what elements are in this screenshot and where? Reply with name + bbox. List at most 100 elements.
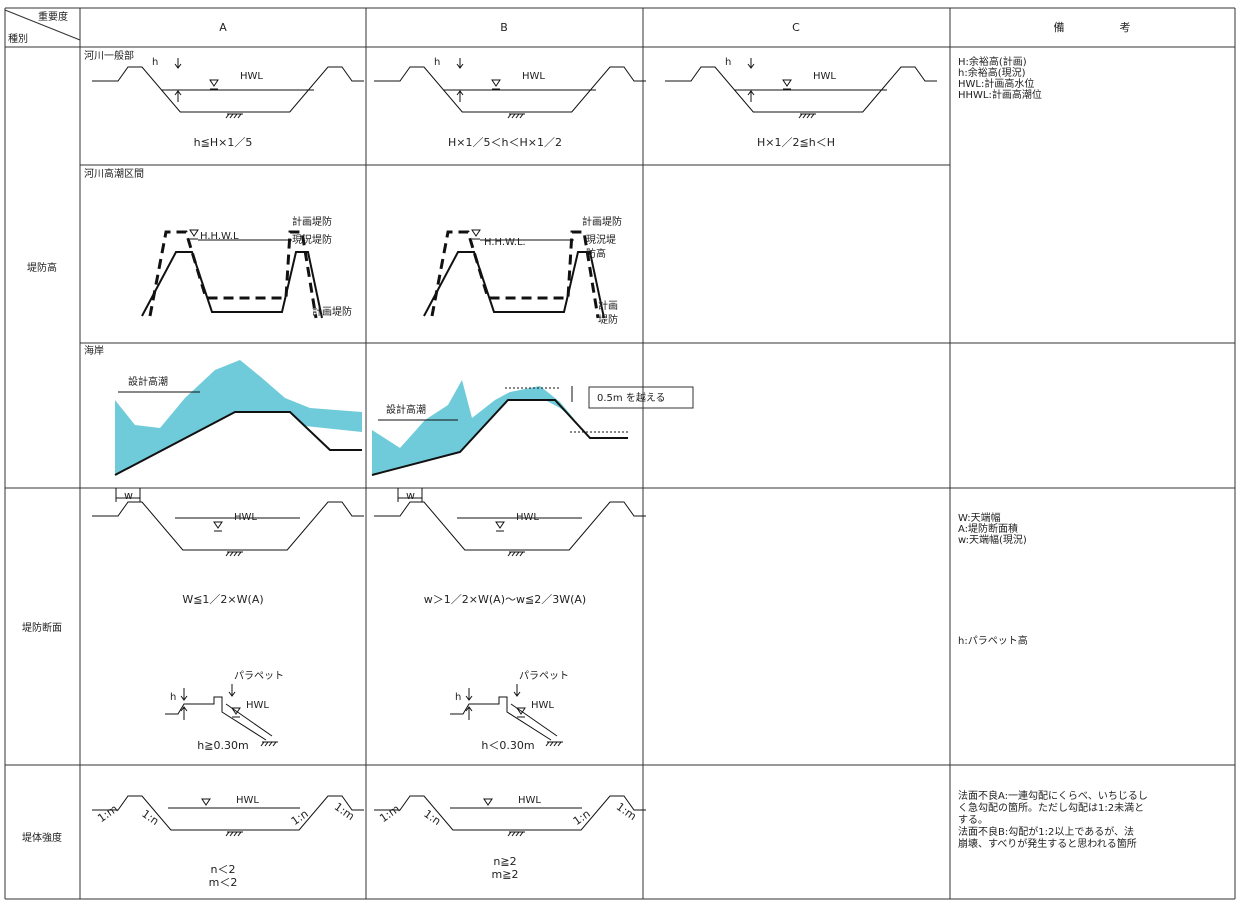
label: HWL <box>522 71 545 82</box>
label: w:天端幅(現況) <box>958 533 1027 546</box>
label: 1:m <box>614 800 639 823</box>
label: H.H.W.L. <box>484 237 526 248</box>
label: 1:n <box>289 807 311 828</box>
label: H.H.W.L <box>200 231 239 242</box>
shape <box>782 79 792 87</box>
rule <box>511 831 516 837</box>
shape <box>374 795 646 831</box>
rule <box>515 831 520 837</box>
label: 1:m <box>377 802 402 825</box>
label: 河川一般部 <box>84 49 134 62</box>
label: 法面不良B:勾配が1:2以上であるが、法 <box>958 825 1134 838</box>
shape <box>471 229 481 237</box>
label: HWL <box>240 71 263 82</box>
shape <box>456 90 464 96</box>
shape <box>228 691 236 697</box>
label: HWL <box>518 795 541 806</box>
label: 1:n <box>571 807 593 828</box>
label: 法面不良A:一連勾配にくらべ、いちじるし <box>958 789 1148 802</box>
label: 現況堤 <box>586 234 616 246</box>
shape <box>423 251 605 319</box>
label: W:天端幅 <box>958 511 1001 524</box>
label: HWL <box>234 512 257 523</box>
rule <box>233 551 238 557</box>
rule <box>802 113 807 119</box>
shape <box>456 63 464 69</box>
label: 1:m <box>332 800 357 823</box>
shape <box>465 695 473 701</box>
shape <box>189 229 199 237</box>
shape <box>372 380 575 475</box>
rule <box>233 113 238 119</box>
shape <box>225 703 273 737</box>
label: h≦H×1／5 <box>194 136 253 149</box>
rule <box>519 551 524 557</box>
shape <box>491 79 501 87</box>
rule <box>519 113 524 119</box>
rule <box>553 741 558 747</box>
shape <box>174 63 182 69</box>
rule <box>806 113 811 119</box>
label: C <box>792 21 800 34</box>
label: 崩壊、すべりが発生すると思われる箇所 <box>958 837 1137 850</box>
label: 計画堤防 <box>292 215 332 228</box>
rule <box>557 741 562 747</box>
shape <box>665 66 937 113</box>
label: HWL <box>531 700 554 711</box>
label: 1:m <box>95 802 120 825</box>
label: HWL <box>813 71 836 82</box>
rule <box>237 113 242 119</box>
rule <box>272 741 277 747</box>
rule <box>229 551 234 557</box>
rule <box>237 551 242 557</box>
label: 1:n <box>421 807 443 828</box>
label: A <box>219 21 227 34</box>
label: H×1／2≦h＜H <box>757 136 835 149</box>
label: h <box>455 692 461 703</box>
rule <box>798 113 803 119</box>
label: 防高 <box>586 247 606 260</box>
label: HHWL:計画高潮位 <box>958 88 1042 101</box>
label: w＞1／2×W(A)～w≦2／3W(A) <box>424 593 586 606</box>
shape <box>115 360 362 475</box>
rule <box>268 741 273 747</box>
rule <box>225 551 230 557</box>
label: 設計高潮 <box>386 403 426 416</box>
rule <box>237 831 242 837</box>
shape <box>213 521 223 529</box>
label: h≧0.30m <box>197 739 248 752</box>
label: 計画 <box>598 299 618 312</box>
rule <box>507 113 512 119</box>
shape <box>513 691 521 697</box>
label: HWL:計画高水位 <box>958 77 1034 90</box>
label: h <box>152 57 158 68</box>
label: h＜0.30m <box>481 739 534 752</box>
rule <box>229 831 234 837</box>
label: パラペット <box>519 670 569 682</box>
label: 堤防断面 <box>22 621 62 634</box>
shape <box>516 707 526 715</box>
label: HWL <box>246 700 269 711</box>
label: 設計高潮 <box>128 375 168 388</box>
label: w <box>406 489 415 502</box>
label: 現況堤防 <box>292 233 332 246</box>
note-box <box>588 386 694 409</box>
shape <box>483 798 493 806</box>
rule <box>4 9 81 41</box>
rule <box>515 551 520 557</box>
shape <box>374 501 646 551</box>
shape <box>148 230 318 319</box>
label: h <box>170 692 176 703</box>
rule <box>507 831 512 837</box>
shape <box>465 706 473 712</box>
shape <box>174 90 182 96</box>
shape <box>92 501 364 551</box>
label: HWL <box>516 512 539 523</box>
label: 重要度 <box>38 10 68 23</box>
label: HWL <box>236 795 259 806</box>
label: h:パラペット高 <box>958 634 1028 647</box>
label: 0.5m を越える <box>597 391 666 404</box>
shape <box>430 230 600 319</box>
shape <box>495 521 505 529</box>
